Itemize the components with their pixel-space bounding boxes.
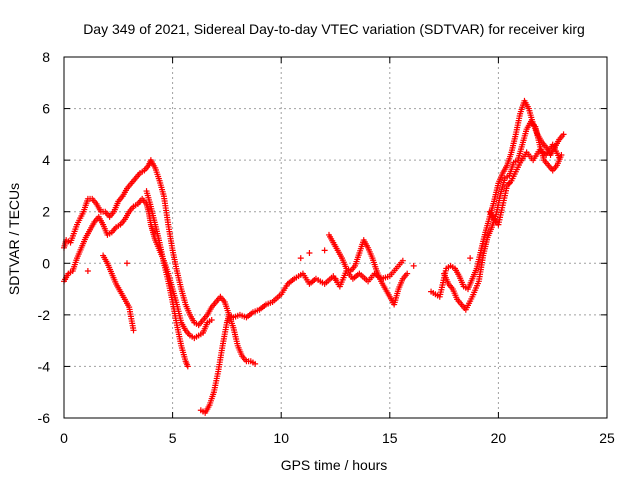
data-point-stray (467, 255, 474, 262)
x-tick-label: 5 (169, 430, 177, 446)
x-tick-label: 25 (599, 430, 615, 446)
grid-lines (64, 57, 607, 418)
x-axis-label: GPS time / hours (281, 457, 388, 473)
x-tick-label: 20 (491, 430, 507, 446)
y-tick-label: 2 (42, 204, 50, 220)
y-axis-label: SDTVAR / TECUs (6, 183, 22, 295)
chart-title: Day 349 of 2021, Sidereal Day-to-day VTE… (83, 21, 585, 37)
data-point-track-f (404, 270, 411, 277)
data-point-stray (306, 249, 313, 256)
data-point-track-b (208, 317, 215, 324)
data-point-stray (506, 180, 513, 187)
data-point-track-d (184, 363, 191, 370)
data-point-stray (410, 262, 417, 269)
data-point-stray (332, 275, 339, 282)
data-points (61, 97, 567, 416)
data-point-track-a (399, 257, 406, 264)
data-point-stray (321, 247, 328, 254)
data-point-stray (123, 260, 130, 267)
y-tick-label: 0 (42, 255, 50, 271)
y-tick-label: 6 (42, 101, 50, 117)
data-point-track-i (556, 154, 563, 161)
data-point-stray (297, 255, 304, 262)
y-tick-label: 4 (42, 152, 50, 168)
data-point-track-g (560, 131, 567, 138)
data-point-track-c (130, 327, 137, 334)
y-tick-label: -4 (38, 358, 51, 374)
x-tick-label: 10 (273, 430, 289, 446)
data-point-stray (84, 268, 91, 275)
x-axis-ticks: 0 5 10 15 20 25 (60, 57, 615, 446)
data-point-track-e (252, 360, 259, 367)
y-tick-label: -6 (38, 410, 51, 426)
y-tick-label: 8 (42, 49, 50, 65)
y-tick-label: -2 (38, 307, 51, 323)
x-tick-label: 15 (382, 430, 398, 446)
plot-frame (63, 56, 608, 419)
x-tick-label: 0 (60, 430, 68, 446)
